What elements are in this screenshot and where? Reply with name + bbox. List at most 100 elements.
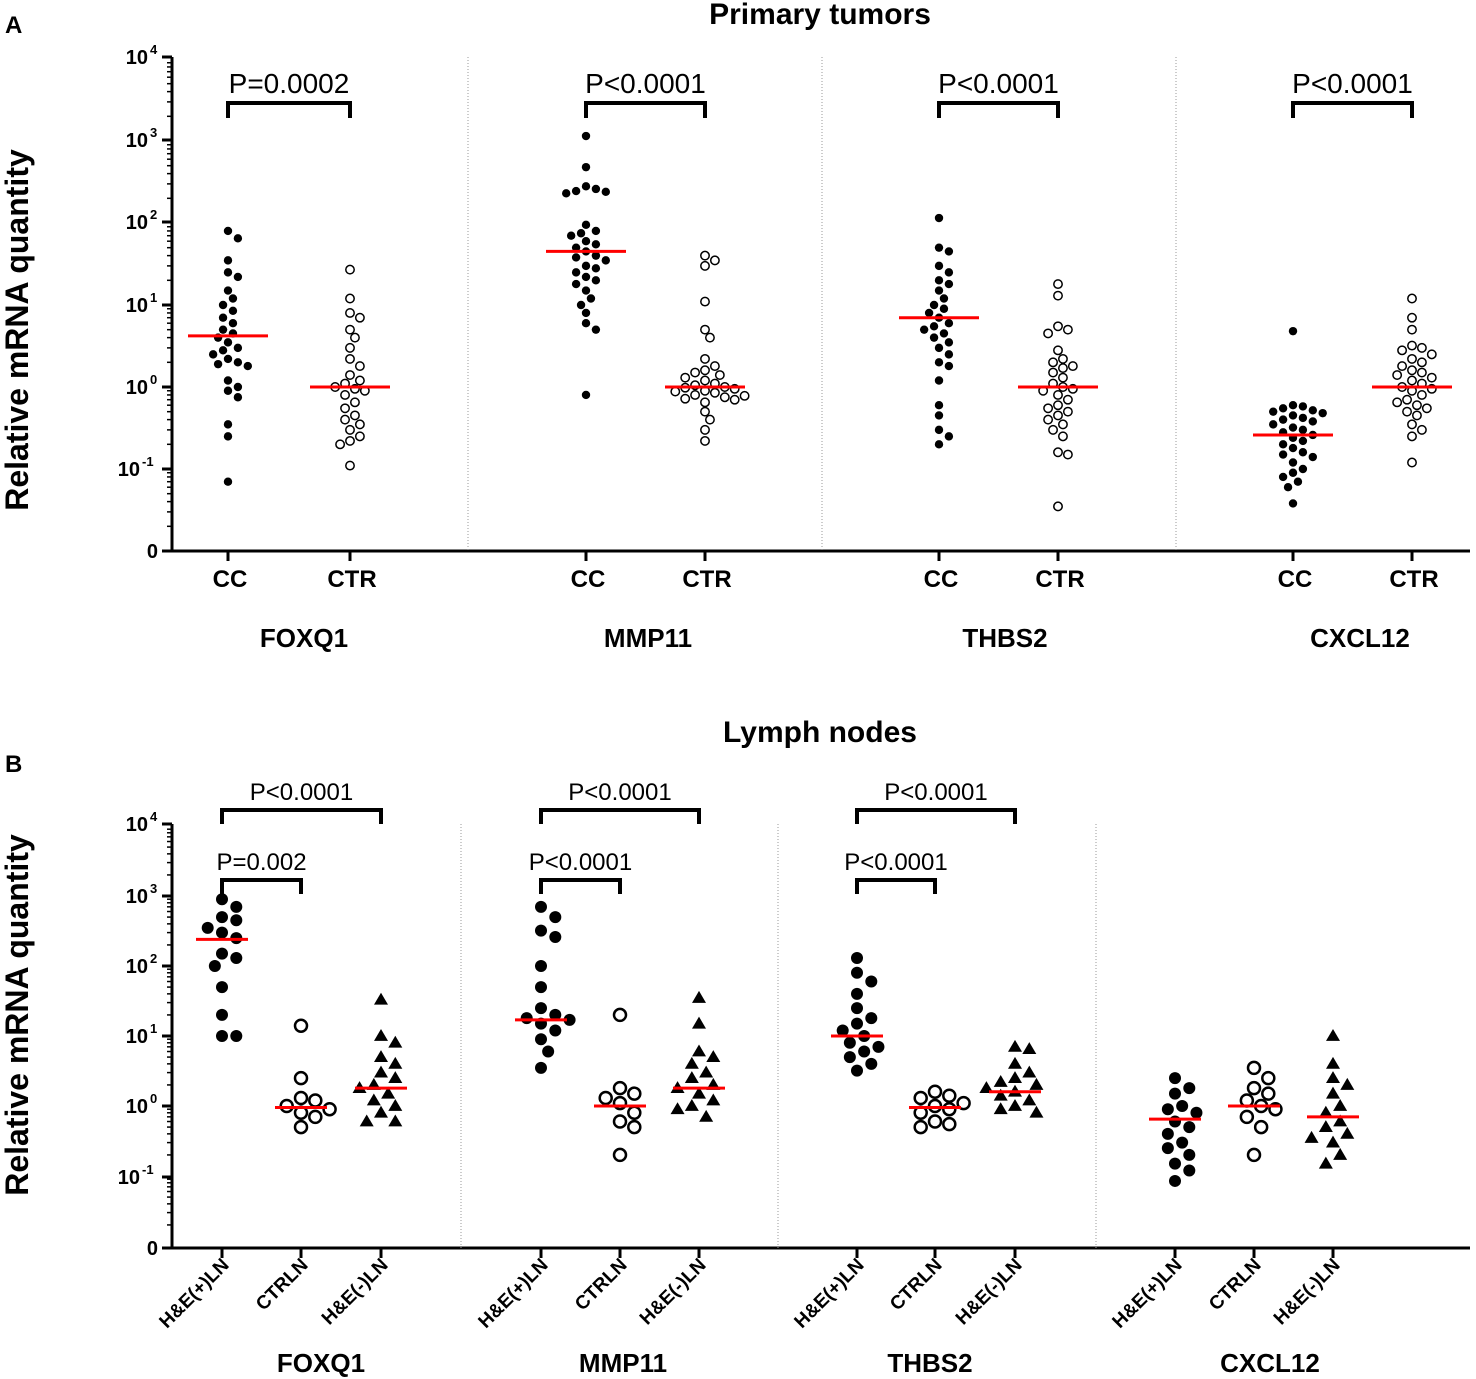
data-point-open: [340, 389, 350, 400]
data-point-filled: [216, 893, 228, 906]
data-point-open: [345, 353, 355, 364]
y-tick-exponent: 3: [150, 881, 157, 896]
x-category-label: CC: [1278, 566, 1313, 593]
x-category-label: H&E(-)LN: [636, 1255, 711, 1330]
data-point-open: [1062, 394, 1073, 405]
data-point-open: [1407, 419, 1417, 430]
data-point-open: [709, 387, 720, 398]
data-point-open: [293, 1090, 309, 1106]
data-point-open: [700, 365, 710, 376]
data-point-triangle: [359, 1114, 374, 1127]
x-category-label: H&E(-)LN: [1270, 1255, 1345, 1330]
gene-label: FOXQ1: [260, 623, 348, 653]
data-point-open: [927, 1084, 943, 1099]
data-point-open: [690, 367, 701, 378]
data-point-filled: [1278, 450, 1288, 459]
data-point-filled: [872, 1040, 885, 1053]
data-point-filled: [535, 1033, 547, 1046]
data-point-filled: [865, 1012, 878, 1025]
data-point-filled: [1288, 443, 1298, 453]
data-point-filled: [571, 186, 581, 196]
data-point-filled: [591, 264, 601, 273]
data-point-triangle: [692, 1086, 706, 1099]
data-point-open: [354, 431, 365, 442]
y-tick-label: 0: [147, 1238, 158, 1260]
data-point-filled: [218, 325, 228, 334]
data-point-filled: [934, 276, 944, 285]
y-tick-label: 10: [126, 377, 148, 399]
data-point-open: [1048, 424, 1059, 435]
data-point-filled: [1176, 1136, 1189, 1149]
gene-label: MMP11: [604, 623, 692, 653]
data-point-open: [1043, 414, 1054, 425]
data-point-filled: [1183, 1148, 1196, 1161]
data-point-open: [627, 1119, 642, 1135]
data-point-filled: [223, 256, 233, 265]
data-point-triangle: [1318, 1105, 1333, 1118]
data-point-open: [627, 1105, 642, 1121]
data-point-open: [1058, 363, 1068, 374]
data-point-open: [700, 260, 710, 271]
data-point-filled: [1190, 1106, 1203, 1119]
data-point-filled: [944, 350, 954, 359]
data-point-filled: [939, 294, 949, 303]
data-point-filled: [223, 432, 233, 441]
data-point-filled: [601, 256, 610, 265]
p-value-label: P=0.002: [216, 849, 306, 876]
data-point-filled: [549, 930, 562, 943]
data-point-filled: [1298, 413, 1308, 423]
data-point-open: [612, 1080, 628, 1096]
data-point-filled: [223, 386, 233, 395]
data-point-filled: [216, 947, 228, 960]
data-point-filled: [591, 226, 601, 236]
data-point-filled: [1278, 472, 1288, 482]
data-point-triangle: [1022, 1042, 1037, 1054]
data-point-filled: [223, 338, 233, 347]
x-category-label: CC: [213, 566, 248, 593]
data-point-filled: [858, 1045, 871, 1058]
data-point-open: [1048, 367, 1059, 378]
data-point-filled: [1298, 436, 1308, 446]
significance-bracket: [855, 808, 1017, 824]
data-point-filled: [1288, 458, 1298, 467]
data-point-filled: [851, 1002, 863, 1015]
data-point-open: [1416, 357, 1427, 368]
y-tick-exponent: -1: [142, 454, 154, 469]
data-point-open: [680, 393, 691, 404]
significance-bracket: [937, 101, 1060, 118]
p-value-label: P<0.0001: [568, 779, 671, 806]
data-point-filled: [843, 1036, 856, 1049]
data-point-filled: [586, 294, 596, 303]
y-tick-label: 10: [118, 459, 140, 481]
x-category-label: CTR: [1035, 566, 1084, 593]
data-point-filled: [233, 343, 243, 353]
data-point-filled: [1269, 420, 1278, 429]
data-point-filled: [223, 226, 233, 236]
data-point-filled: [233, 358, 243, 367]
data-point-filled: [562, 189, 571, 198]
data-point-open: [345, 424, 355, 435]
gene-label: THBS2: [887, 1348, 972, 1378]
data-point-triangle: [1029, 1105, 1044, 1118]
data-point-open: [345, 307, 355, 318]
x-category-label: CTR: [682, 566, 731, 593]
p-value-label: P<0.0001: [529, 849, 632, 876]
data-point-open: [1426, 372, 1437, 383]
data-point-filled: [851, 1064, 863, 1077]
p-value-label: P<0.0001: [884, 779, 987, 806]
data-point-open: [279, 1098, 294, 1114]
data-point-triangle: [366, 1093, 381, 1106]
data-point-filled: [601, 187, 610, 197]
data-point-filled: [1288, 499, 1298, 508]
y-tick-label: 10: [126, 130, 148, 152]
data-point-filled: [944, 338, 954, 347]
data-point-filled: [581, 220, 591, 230]
data-point-filled: [216, 1030, 228, 1042]
data-point-filled: [201, 921, 214, 934]
data-point-filled: [929, 322, 939, 331]
data-point-filled: [1161, 1103, 1174, 1116]
data-point-filled: [520, 1012, 533, 1025]
data-point-filled: [1183, 1121, 1196, 1134]
data-point-filled: [851, 966, 863, 979]
p-value-label: P<0.0001: [585, 68, 706, 99]
